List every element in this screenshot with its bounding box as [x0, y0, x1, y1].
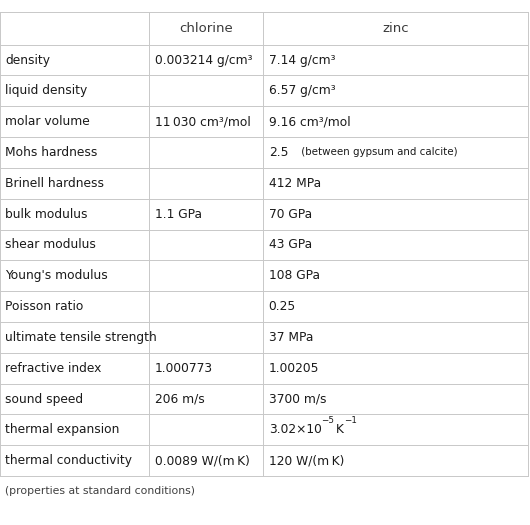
Text: −1: −1 [344, 416, 357, 425]
Text: −5: −5 [321, 416, 334, 425]
Text: 43 GPa: 43 GPa [269, 238, 312, 251]
Text: zinc: zinc [383, 22, 409, 35]
Text: 0.25: 0.25 [269, 300, 296, 313]
Text: 3.02×10: 3.02×10 [269, 423, 322, 436]
Text: Brinell hardness: Brinell hardness [5, 177, 104, 190]
Text: liquid density: liquid density [5, 85, 87, 97]
Text: 11 030 cm³/mol: 11 030 cm³/mol [155, 115, 251, 128]
Text: sound speed: sound speed [5, 393, 83, 405]
Text: Young's modulus: Young's modulus [5, 269, 108, 282]
Text: 0.0089 W/(m K): 0.0089 W/(m K) [155, 454, 250, 467]
Text: 9.16 cm³/mol: 9.16 cm³/mol [269, 115, 350, 128]
Text: bulk modulus: bulk modulus [5, 207, 88, 220]
Text: ultimate tensile strength: ultimate tensile strength [5, 331, 157, 344]
Text: Mohs hardness: Mohs hardness [5, 146, 98, 159]
Text: 2.5: 2.5 [269, 146, 288, 159]
Text: (properties at standard conditions): (properties at standard conditions) [5, 486, 195, 496]
Text: 1.1 GPa: 1.1 GPa [155, 207, 202, 220]
Text: 7.14 g/cm³: 7.14 g/cm³ [269, 54, 335, 67]
Text: 206 m/s: 206 m/s [155, 393, 205, 405]
Text: Poisson ratio: Poisson ratio [5, 300, 84, 313]
Text: (between gypsum and calcite): (between gypsum and calcite) [298, 148, 457, 158]
Text: thermal expansion: thermal expansion [5, 423, 120, 436]
Text: 120 W/(m K): 120 W/(m K) [269, 454, 344, 467]
Text: molar volume: molar volume [5, 115, 90, 128]
Text: thermal conductivity: thermal conductivity [5, 454, 132, 467]
Text: shear modulus: shear modulus [5, 238, 96, 251]
Text: chlorine: chlorine [180, 22, 233, 35]
Text: refractive index: refractive index [5, 362, 102, 375]
Text: K: K [332, 423, 344, 436]
Text: 6.57 g/cm³: 6.57 g/cm³ [269, 85, 335, 97]
Text: density: density [5, 54, 50, 67]
Text: 108 GPa: 108 GPa [269, 269, 320, 282]
Text: 1.000773: 1.000773 [155, 362, 213, 375]
Text: 412 MPa: 412 MPa [269, 177, 321, 190]
Text: 1.00205: 1.00205 [269, 362, 319, 375]
Text: 3700 m/s: 3700 m/s [269, 393, 326, 405]
Text: 37 MPa: 37 MPa [269, 331, 313, 344]
Text: 0.003214 g/cm³: 0.003214 g/cm³ [155, 54, 252, 67]
Text: 70 GPa: 70 GPa [269, 207, 312, 220]
